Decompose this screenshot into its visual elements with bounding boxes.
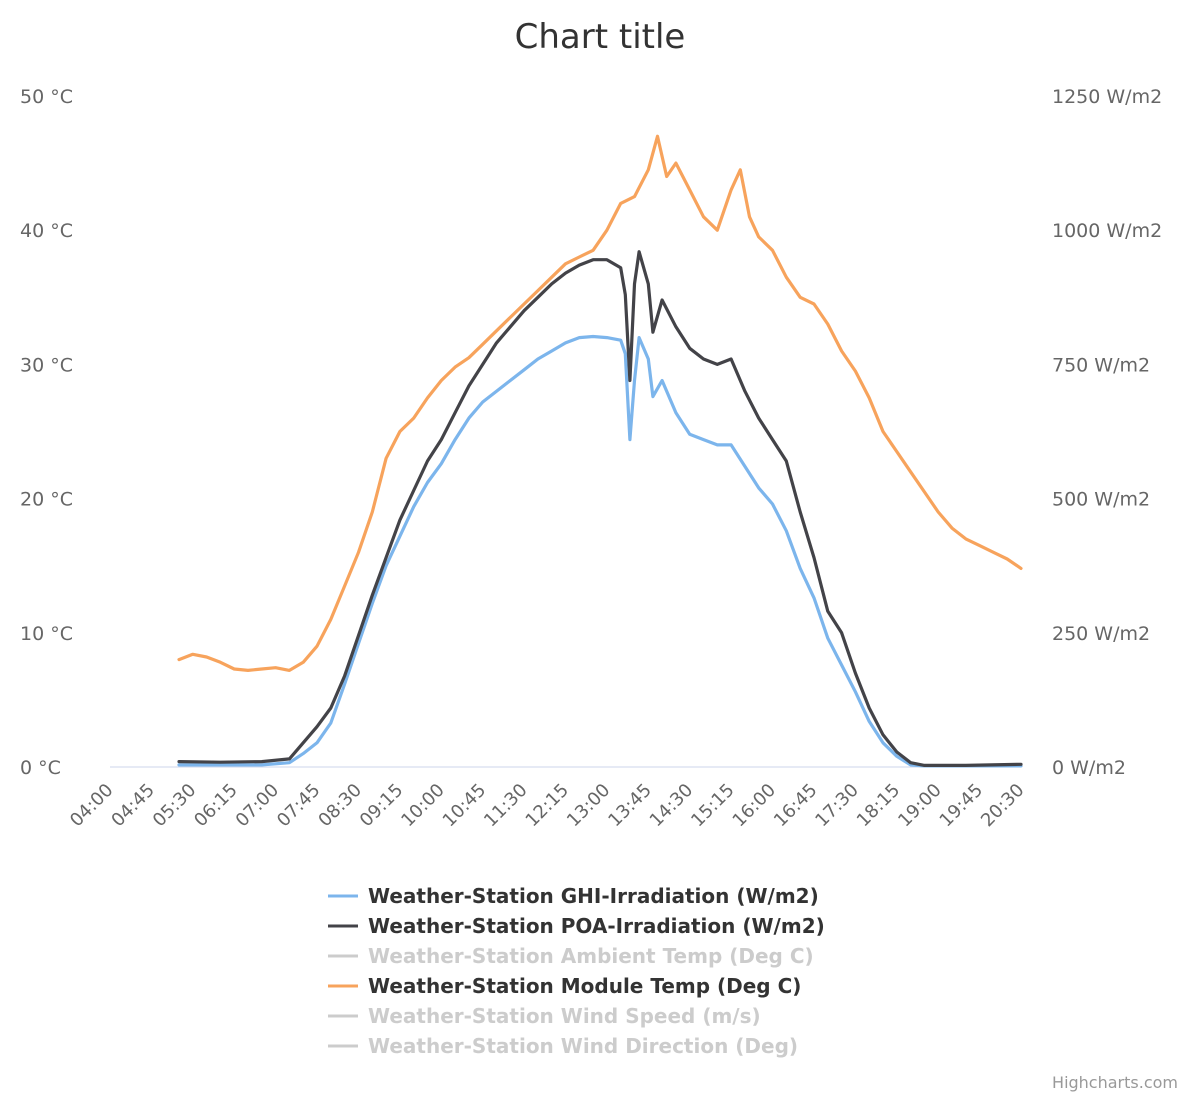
legend-item-2[interactable]: Weather-Station Ambient Temp (Deg C): [368, 944, 814, 968]
legend-item-1[interactable]: Weather-Station POA-Irradiation (W/m2): [368, 914, 825, 938]
x-tick-label: 10:00: [397, 780, 449, 832]
x-tick-label: 19:45: [936, 780, 988, 832]
x-tick-label: 16:00: [729, 780, 781, 832]
x-tick-label: 09:15: [356, 780, 408, 832]
credits-link[interactable]: Highcharts.com: [1052, 1073, 1178, 1092]
legend-item-5[interactable]: Weather-Station Wind Direction (Deg): [368, 1034, 798, 1058]
y-right-tick-label: 0 W/m2: [1052, 757, 1126, 779]
x-tick-label: 04:45: [107, 780, 159, 832]
y-right-tick-label: 1250 W/m2: [1052, 86, 1162, 108]
x-tick-label: 13:45: [604, 780, 656, 832]
y-right-tick-label: 500 W/m2: [1052, 489, 1150, 511]
legend-item-4[interactable]: Weather-Station Wind Speed (m/s): [368, 1004, 761, 1028]
y-left-tick-label: 50 °C: [20, 86, 73, 108]
x-tick-label: 04:00: [66, 780, 118, 832]
x-tick-label: 18:15: [853, 780, 905, 832]
legend-item-0[interactable]: Weather-Station GHI-Irradiation (W/m2): [368, 884, 819, 908]
y-left-tick-label: 10 °C: [20, 623, 73, 645]
x-tick-label: 17:30: [811, 780, 863, 832]
x-tick-label: 15:15: [687, 780, 739, 832]
series-line-3: [177, 134, 1023, 672]
y-right-tick-label: 1000 W/m2: [1052, 220, 1162, 242]
series-line-0: [177, 334, 1023, 768]
x-tick-label: 16:45: [770, 780, 822, 832]
x-tick-label: 07:45: [273, 780, 325, 832]
x-tick-label: 07:00: [232, 780, 284, 832]
x-tick-label: 12:15: [522, 780, 574, 832]
x-tick-label: 14:30: [646, 780, 698, 832]
legend-item-3[interactable]: Weather-Station Module Temp (Deg C): [368, 974, 801, 998]
y-left-tick-label: 40 °C: [20, 220, 73, 242]
y-left-tick-label: 30 °C: [20, 354, 73, 376]
y-right-tick-label: 750 W/m2: [1052, 354, 1150, 376]
x-tick-label: 08:30: [314, 780, 366, 832]
x-tick-label: 11:30: [480, 780, 532, 832]
x-tick-label: 20:30: [977, 780, 1029, 832]
x-tick-label: 06:15: [190, 780, 242, 832]
x-tick-label: 13:00: [563, 780, 615, 832]
y-left-tick-label: 20 °C: [20, 489, 73, 511]
series-line-1: [177, 250, 1023, 767]
chart-title: Chart title: [515, 17, 686, 57]
y-right-tick-label: 250 W/m2: [1052, 623, 1150, 645]
x-tick-label: 10:45: [439, 780, 491, 832]
x-tick-label: 19:00: [894, 780, 946, 832]
x-tick-label: 05:30: [149, 780, 201, 832]
y-left-tick-label: 0 °C: [20, 757, 61, 779]
